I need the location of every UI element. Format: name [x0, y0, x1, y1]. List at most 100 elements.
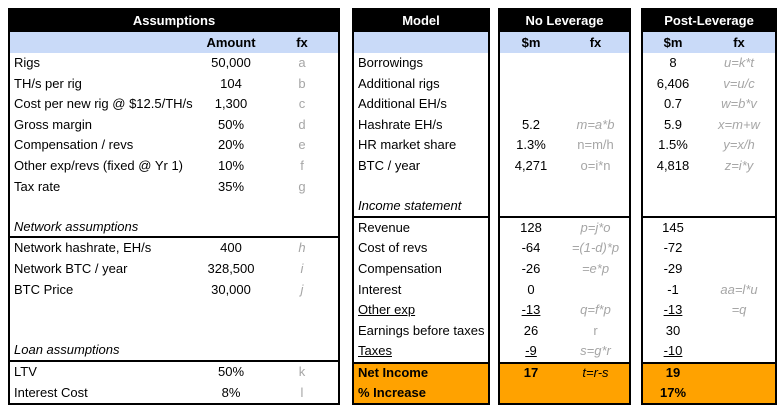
row-label: % Increase	[358, 384, 426, 400]
table-row: -13 q=f*p	[500, 300, 629, 321]
table-row: 0	[500, 280, 629, 301]
row-label: Hashrate EH/s	[358, 116, 443, 132]
fx-formula: g	[298, 178, 306, 194]
row-label: Interest	[358, 281, 402, 297]
value-cell: -13	[521, 302, 541, 318]
table-row: Interest Cost 8% l	[10, 383, 338, 404]
row-label: Cost per new rig @ $12.5/TH/s	[14, 96, 193, 112]
amount-value: 50%	[217, 363, 245, 379]
assumptions-title: Assumptions	[10, 10, 338, 32]
amount-value: 50%	[217, 116, 245, 132]
fx-column-header: fx	[296, 35, 308, 50]
table-row: -9 s=g*r	[500, 341, 629, 362]
fx-formula: s=g*r	[580, 343, 611, 359]
fx-formula: l	[300, 384, 304, 400]
table-row: Network BTC / year 328,500 i	[10, 259, 338, 280]
post-leverage-title: Post-Leverage	[643, 10, 775, 32]
section-header-row: Income statement	[354, 197, 488, 218]
row-label: Network BTC / year	[14, 260, 128, 276]
table-row: 145	[643, 218, 775, 239]
model-table: Model Borrowings Additional rigs Additio…	[352, 8, 490, 406]
amount-value: 20%	[217, 137, 245, 153]
row-label: Tax rate	[14, 178, 61, 194]
table-row: -1 aa=l*u	[643, 280, 775, 301]
table-row: Revenue	[354, 218, 488, 239]
row-label: Network hashrate, EH/s	[14, 240, 152, 256]
fx-formula: t=r-s	[582, 364, 609, 380]
row-label: Net Income	[358, 364, 429, 380]
fx-formula: r	[593, 322, 598, 338]
value-cell: 6,406	[656, 75, 690, 91]
blank-row	[500, 94, 629, 115]
table-row: 5.2 m=a*b	[500, 115, 629, 136]
section-header-row: Network assumptions	[10, 218, 338, 239]
value-cell: -64	[521, 240, 541, 256]
fx-formula: =e*p	[581, 260, 610, 276]
table-row: Rigs 50,000 a	[10, 53, 338, 74]
amount-value: 1,300	[214, 96, 248, 112]
blank-row	[500, 197, 629, 218]
section-label: Loan assumptions	[14, 342, 120, 358]
no-leverage-title: No Leverage	[500, 10, 629, 32]
fx-formula: =q	[731, 302, 747, 318]
fx-formula: d	[298, 116, 306, 132]
net-income-row: 19	[643, 361, 775, 383]
amount-value: 30,000	[211, 281, 251, 297]
post-leverage-table: Post-Leverage $m fx 8 u=k*t 6,406 v=u/c 0.…	[641, 8, 777, 406]
blank-row	[643, 177, 775, 198]
dollar-m-column-header: $m	[663, 35, 683, 50]
row-label: LTV	[14, 363, 37, 379]
value-cell: 0	[527, 281, 535, 297]
table-row: 1.5% y=x/h	[643, 135, 775, 156]
value-cell: -1	[667, 281, 679, 297]
value-cell: 8	[669, 55, 677, 71]
row-label: Other exp	[358, 302, 416, 318]
fx-formula: n=m/h	[577, 137, 614, 153]
table-row: 26 r	[500, 321, 629, 342]
table-row: Cost per new rig @ $12.5/TH/s 1,300 c	[10, 94, 338, 115]
dollar-m-column-header: $m	[521, 35, 541, 50]
table-row: 6,406 v=u/c	[643, 74, 775, 95]
row-label: Compensation	[358, 260, 442, 276]
blank-row	[500, 53, 629, 74]
section-label: Income statement	[358, 198, 462, 214]
table-row: -64 =(1-d)*p	[500, 238, 629, 259]
table-row: BTC Price 30,000 j	[10, 280, 338, 301]
table-row: HR market share	[354, 135, 488, 156]
model-body: Borrowings Additional rigs Additional EH…	[354, 53, 488, 404]
table-row: Hashrate EH/s	[354, 115, 488, 136]
row-label: Cost of revs	[358, 240, 428, 256]
value-cell: 145	[662, 219, 684, 235]
table-row: 128 p=j*o	[500, 218, 629, 239]
value-cell: 17	[523, 364, 539, 380]
value-cell: 1.5%	[658, 137, 688, 153]
section-header-row: Loan assumptions	[10, 341, 338, 362]
row-label: Taxes	[358, 343, 392, 359]
table-row: BTC / year	[354, 156, 488, 177]
fx-column-header: fx	[733, 35, 745, 50]
no-leverage-body: 5.2 m=a*b 1.3% n=m/h 4,271 o=i*n 128 p=j*o -…	[500, 53, 629, 404]
value-cell: -13	[663, 302, 683, 318]
table-row: Additional EH/s	[354, 94, 488, 115]
fx-formula: aa=l*u	[720, 281, 758, 297]
table-row: Other exp/revs (fixed @ Yr 1) 10% f	[10, 156, 338, 177]
fx-formula: a	[298, 55, 306, 71]
row-label: Other exp/revs (fixed @ Yr 1)	[14, 158, 184, 174]
fx-formula: e	[298, 137, 306, 153]
net-income-row: 17 t=r-s	[500, 361, 629, 383]
blank-row	[643, 197, 775, 218]
value-cell: -72	[663, 240, 683, 256]
fx-formula: =(1-d)*p	[571, 240, 620, 256]
row-label: Interest Cost	[14, 384, 88, 400]
value-cell: 4,271	[514, 158, 548, 174]
amount-value: 50,000	[211, 55, 251, 71]
percent-increase-row: % Increase	[354, 382, 488, 404]
row-label: Revenue	[358, 219, 411, 235]
value-cell: 26	[523, 322, 539, 338]
table-row: Taxes	[354, 341, 488, 362]
fx-formula: z=i*y	[724, 158, 754, 174]
table-row: Tax rate 35% g	[10, 177, 338, 198]
fx-formula: j	[300, 281, 304, 297]
table-row: Compensation	[354, 259, 488, 280]
table-row: -10	[643, 341, 775, 362]
